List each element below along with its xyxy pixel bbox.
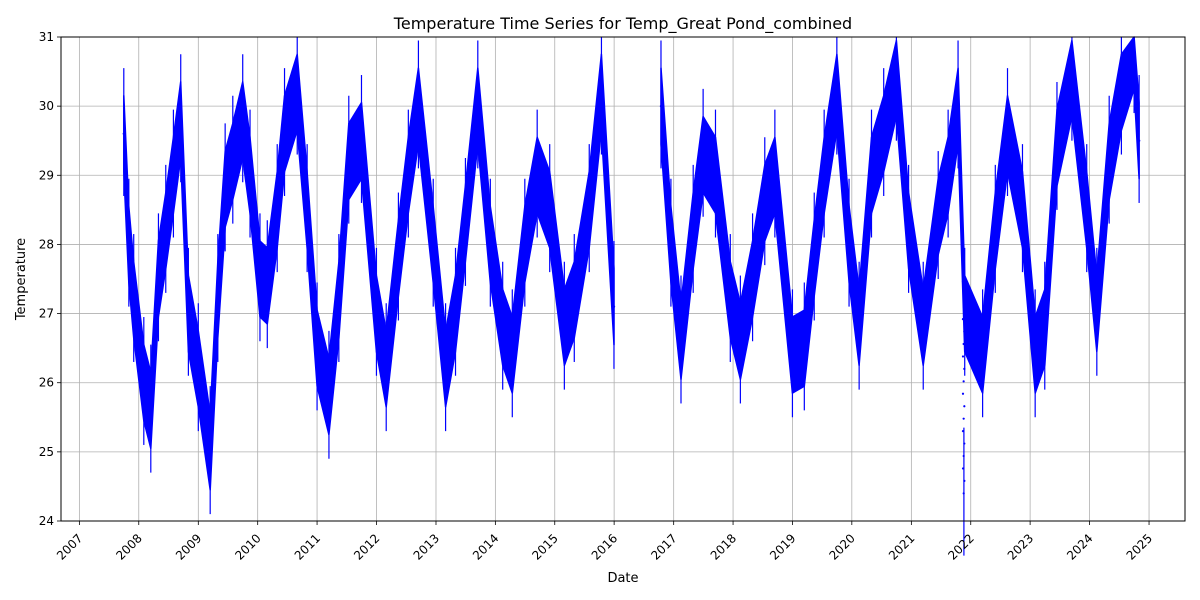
outlier-point xyxy=(961,430,965,433)
outlier-point xyxy=(963,330,966,333)
outlier-point xyxy=(963,405,966,408)
x-axis-title: Date xyxy=(607,571,638,586)
outlier-point xyxy=(963,293,966,296)
low-outlier-markers xyxy=(961,280,966,495)
plot-area-frame xyxy=(60,36,1186,522)
y-tick-label: 28 xyxy=(39,237,54,251)
y-axis: 24 25 26 27 28 29 30 31 xyxy=(39,30,61,528)
outlier-point xyxy=(962,492,965,495)
y-tick-label: 24 xyxy=(39,514,54,528)
y-tick-label: 30 xyxy=(39,99,54,113)
outlier-point xyxy=(961,280,965,283)
y-tick-label: 27 xyxy=(39,307,54,321)
outlier-point xyxy=(963,367,966,370)
outlier-point xyxy=(961,392,965,395)
y-axis-title: Temperature xyxy=(14,238,29,321)
y-tick-label: 29 xyxy=(39,168,54,182)
y-tick-label: 31 xyxy=(39,30,54,44)
outlier-point xyxy=(962,342,965,346)
outlier-point xyxy=(963,442,966,445)
outlier-point xyxy=(962,305,965,308)
outlier-point xyxy=(961,318,965,321)
y-tick-label: 25 xyxy=(39,445,54,459)
outlier-point xyxy=(962,454,965,458)
y-tick-label: 26 xyxy=(39,376,54,390)
series-points xyxy=(122,36,1141,556)
outlier-point xyxy=(962,417,965,420)
chart-title: Temperature Time Series for Temp_Great P… xyxy=(393,14,852,34)
outlier-point xyxy=(962,380,965,383)
outlier-point xyxy=(961,467,965,470)
outlier-point xyxy=(961,355,965,358)
outlier-point xyxy=(963,479,966,482)
